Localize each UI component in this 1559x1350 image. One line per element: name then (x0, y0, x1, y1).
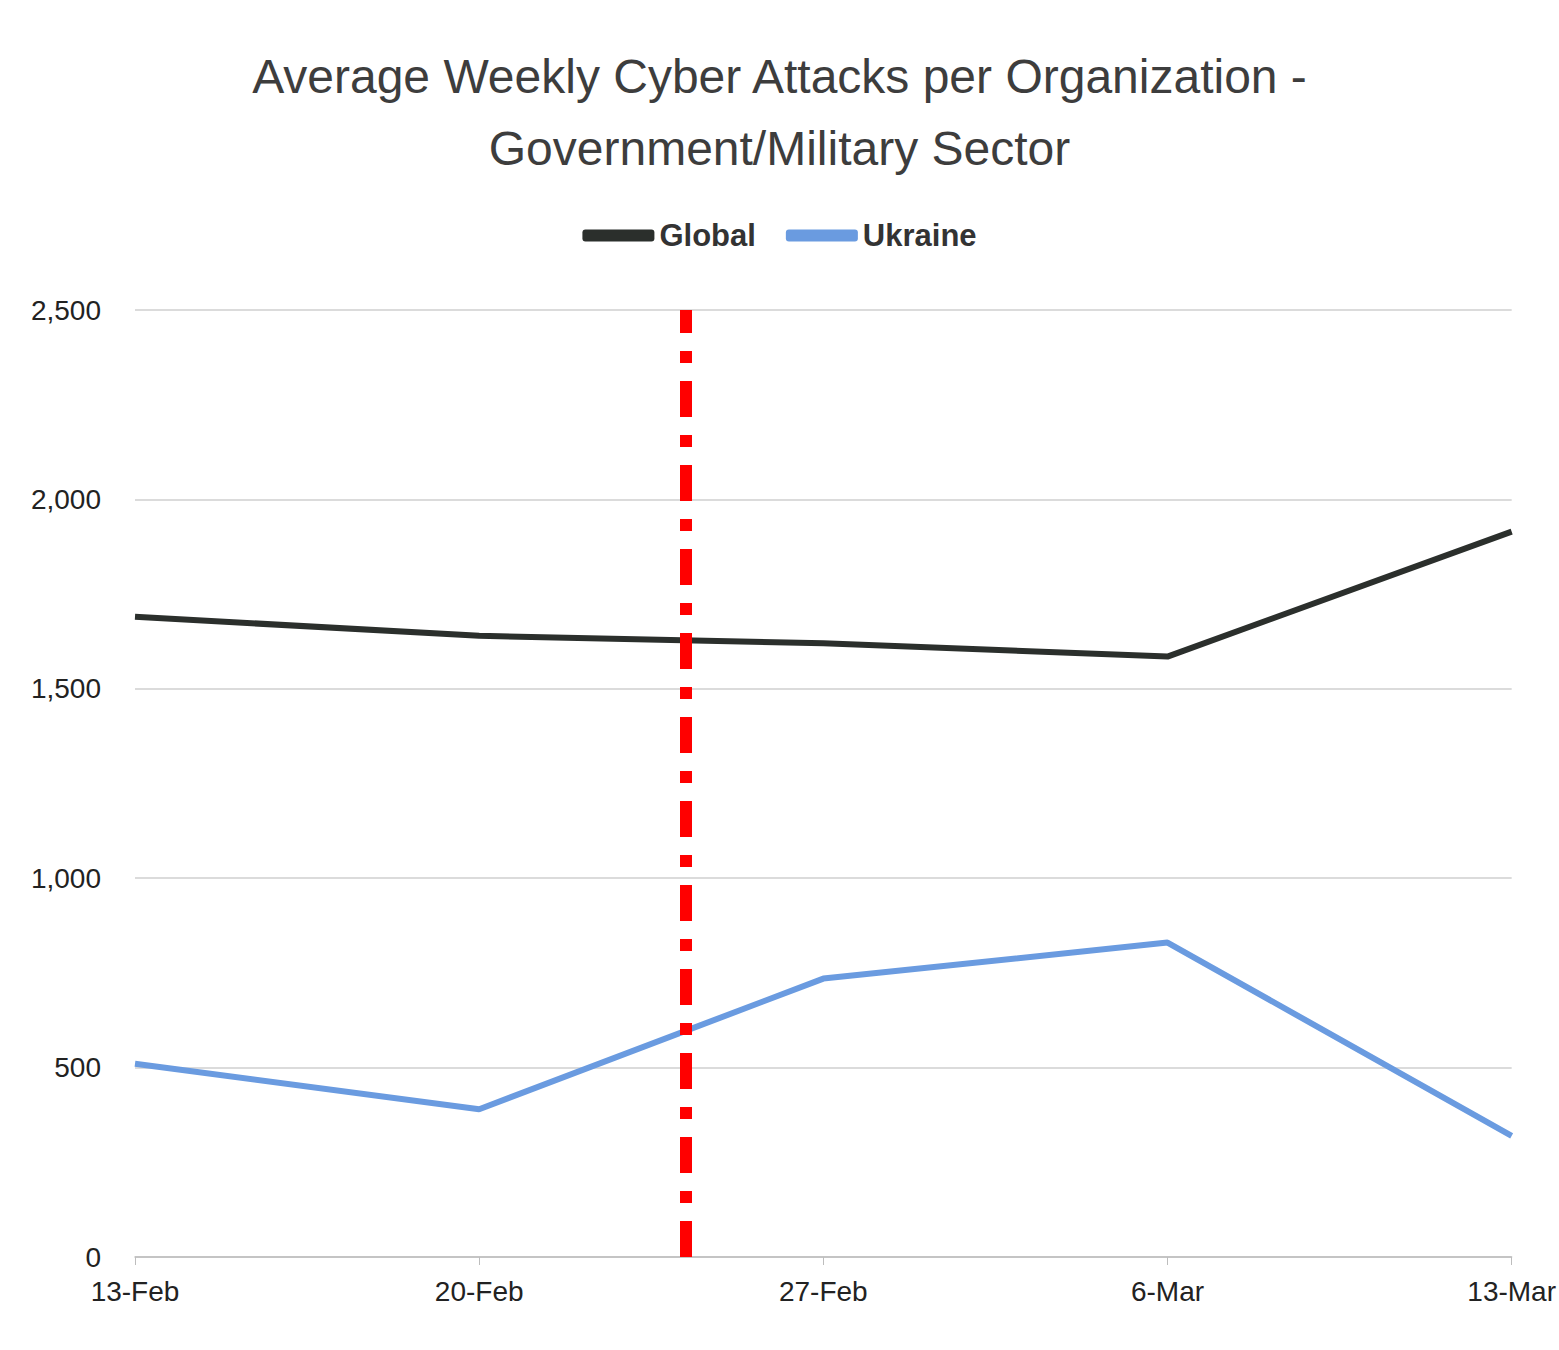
svg-text:Government/Military Sector: Government/Military Sector (489, 122, 1071, 175)
svg-text:6-Mar: 6-Mar (1131, 1276, 1204, 1307)
svg-text:27-Feb: 27-Feb (779, 1276, 868, 1307)
svg-text:20-Feb: 20-Feb (435, 1276, 524, 1307)
svg-text:Average Weekly Cyber Attacks p: Average Weekly Cyber Attacks per Organiz… (252, 50, 1307, 103)
svg-text:13-Mar: 13-Mar (1467, 1276, 1556, 1307)
svg-text:0: 0 (85, 1242, 101, 1273)
svg-text:1,000: 1,000 (31, 863, 101, 894)
svg-text:Global: Global (659, 218, 755, 253)
svg-text:500: 500 (54, 1052, 101, 1083)
svg-text:2,500: 2,500 (31, 295, 101, 326)
svg-text:1,500: 1,500 (31, 673, 101, 704)
svg-text:13-Feb: 13-Feb (91, 1276, 180, 1307)
svg-text:Ukraine: Ukraine (863, 218, 977, 253)
svg-text:2,000: 2,000 (31, 484, 101, 515)
